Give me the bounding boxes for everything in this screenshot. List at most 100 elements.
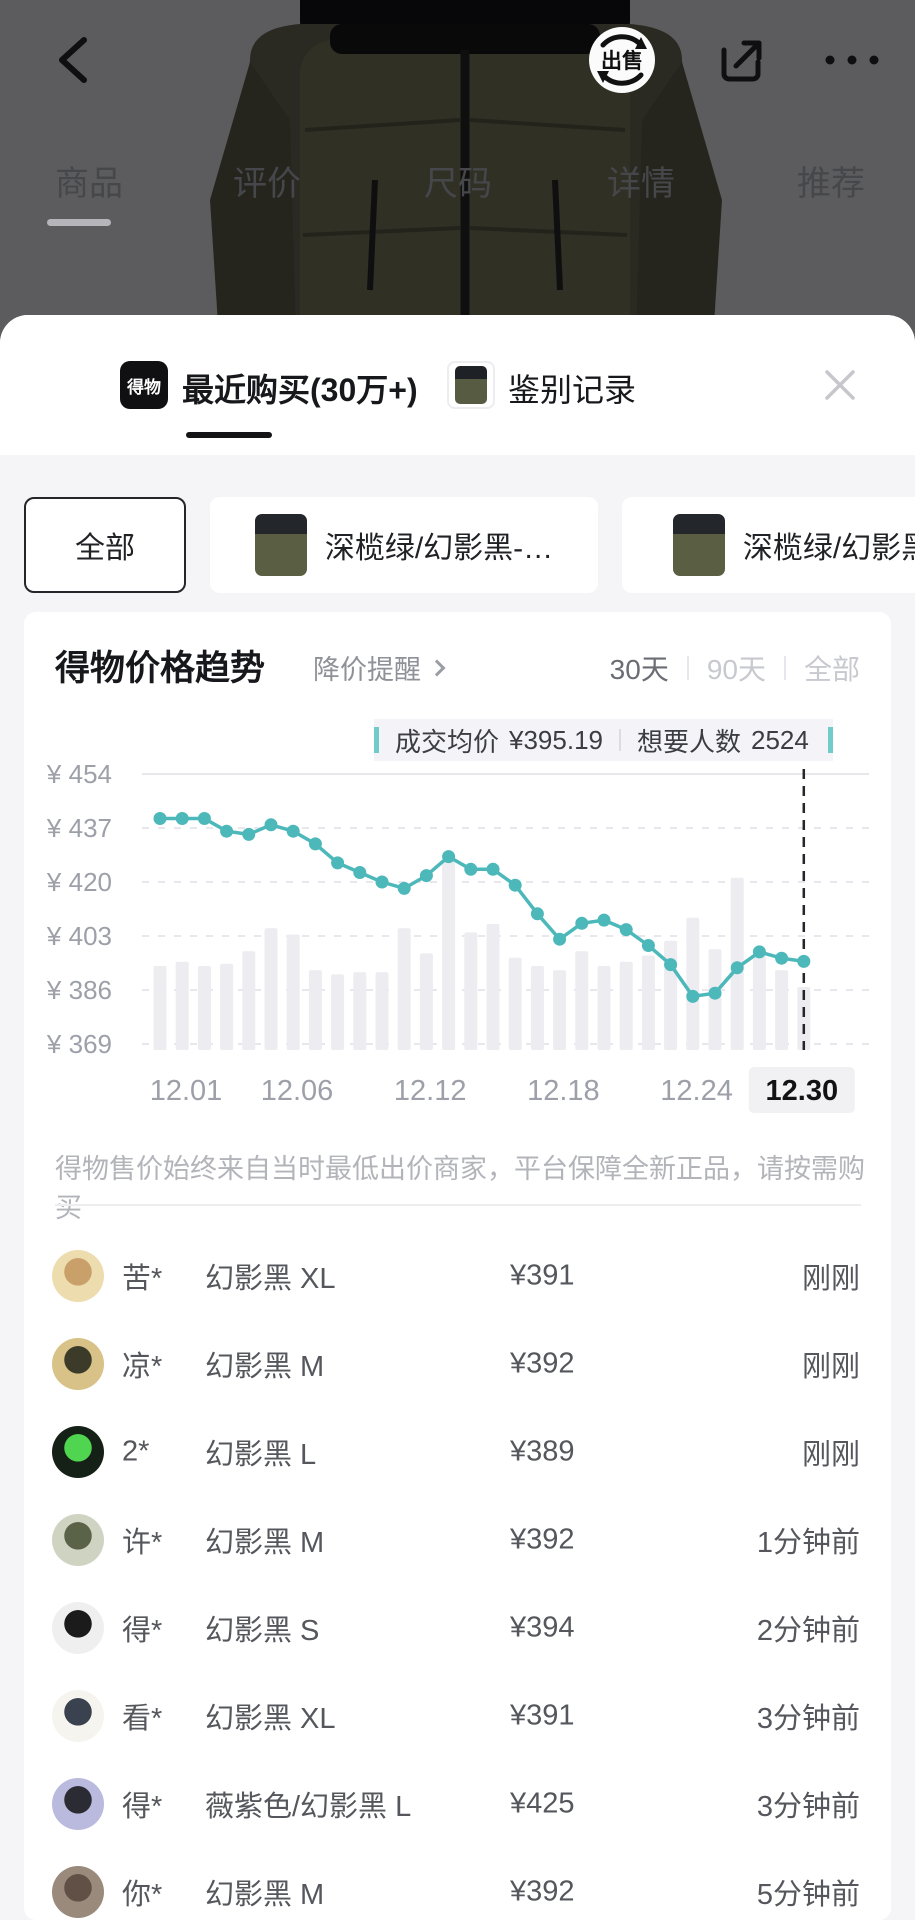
purchase-spec: 幻影黑 XL xyxy=(205,1263,336,1295)
svg-text:12.06: 12.06 xyxy=(261,1075,334,1107)
price-trend-chart[interactable]: ¥ 454 ¥ 437 ¥ 420 ¥ 403 ¥ 386 ¥ 369 12.01 12.06… xyxy=(24,747,891,1127)
sell-button[interactable]: 出售 xyxy=(589,27,655,93)
tab-details[interactable]: 详情 xyxy=(607,165,675,203)
circular-arrows-icon xyxy=(597,34,647,86)
chevron-right-icon xyxy=(428,659,446,676)
purchase-spec: 幻影黑 M xyxy=(205,1879,325,1911)
auth-record-icon xyxy=(447,361,495,409)
svg-text:¥ 403: ¥ 403 xyxy=(46,921,112,951)
divider xyxy=(686,656,689,680)
share-icon[interactable] xyxy=(716,36,766,86)
purchase-row[interactable]: 苦* 幻影黑 XL ¥391 刚刚 xyxy=(24,1232,891,1320)
svg-text:¥ 369: ¥ 369 xyxy=(46,1029,112,1059)
tab-authentication-records[interactable]: 鉴别记录 xyxy=(508,372,637,408)
buyer-name: 苦* xyxy=(122,1263,163,1295)
tab-recent-purchases[interactable]: 最近购买(30万+) xyxy=(182,372,418,408)
purchase-row[interactable]: 得* 幻影黑 S ¥394 2分钟前 xyxy=(24,1584,891,1672)
avatar xyxy=(52,1866,104,1918)
purchase-spec: 幻影黑 M xyxy=(205,1351,325,1383)
svg-text:¥ 437: ¥ 437 xyxy=(46,813,112,843)
sku-filter-row: 全部 深榄绿/幻影黑-… 深榄绿/幻影黑 xyxy=(24,497,915,593)
purchase-spec: 薇紫色/幻影黑 L xyxy=(205,1791,412,1823)
avatar xyxy=(52,1426,104,1478)
dewu-logo: 得物 xyxy=(120,361,168,409)
purchase-row[interactable]: 2* 幻影黑 L ¥389 刚刚 xyxy=(24,1408,891,1496)
avatar xyxy=(52,1690,104,1742)
purchase-price: ¥392 xyxy=(510,1347,575,1380)
buyer-name: 凉* xyxy=(122,1351,163,1383)
filter-chip-colorway-2[interactable]: 深榄绿/幻影黑 xyxy=(622,497,915,593)
price-trend-title: 得物价格趋势 xyxy=(55,649,266,688)
disclaimer-text: 得物售价始终来自当时最低出价商家，平台保障全新正品，请按需购买 xyxy=(55,1154,865,1223)
purchase-spec: 幻影黑 XL xyxy=(205,1703,336,1735)
legend-marker xyxy=(828,727,833,753)
purchase-list: 苦* 幻影黑 XL ¥391 刚刚 凉* 幻影黑 M ¥392 刚刚 2* 幻影… xyxy=(24,1232,891,1920)
svg-text:¥ 386: ¥ 386 xyxy=(46,975,112,1005)
purchase-row[interactable]: 看* 幻影黑 XL ¥391 3分钟前 xyxy=(24,1672,891,1760)
avg-price-label: 成交均价 xyxy=(395,726,500,757)
range-all[interactable]: 全部 xyxy=(803,654,860,685)
filter-chip-all[interactable]: 全部 xyxy=(24,497,186,593)
purchase-time: 刚刚 xyxy=(801,1263,860,1295)
svg-text:12.18: 12.18 xyxy=(527,1075,600,1107)
avg-price-value: ¥395.19 xyxy=(509,724,603,755)
svg-text:¥ 454: ¥ 454 xyxy=(46,759,112,789)
svg-text:12.01: 12.01 xyxy=(150,1075,223,1107)
purchase-time: 1分钟前 xyxy=(756,1527,860,1559)
sell-badge-label: 出售 xyxy=(601,50,643,73)
close-icon[interactable] xyxy=(820,365,860,405)
divider xyxy=(619,729,621,751)
svg-text:12.12: 12.12 xyxy=(394,1075,467,1107)
want-count-value: 2524 xyxy=(751,724,809,755)
avatar xyxy=(52,1778,104,1830)
back-icon[interactable] xyxy=(50,34,98,86)
buyer-name: 看* xyxy=(122,1703,163,1735)
tab-product[interactable]: 商品 xyxy=(55,165,123,203)
tab-size[interactable]: 尺码 xyxy=(424,165,492,203)
purchase-row[interactable]: 凉* 幻影黑 M ¥392 刚刚 xyxy=(24,1320,891,1408)
svg-text:12.24: 12.24 xyxy=(660,1075,733,1107)
purchase-row[interactable]: 你* 幻影黑 M ¥392 5分钟前 xyxy=(24,1848,891,1920)
divider xyxy=(55,1204,861,1206)
avatar xyxy=(52,1338,104,1390)
svg-text:12.30: 12.30 xyxy=(766,1075,839,1107)
buyer-name: 你* xyxy=(122,1879,163,1911)
divider xyxy=(783,656,786,680)
time-range-selector: 30天 90天 全部 xyxy=(610,648,860,688)
avatar xyxy=(52,1250,104,1302)
svg-text:¥ 420: ¥ 420 xyxy=(46,867,112,897)
buyer-name: 得* xyxy=(122,1615,163,1647)
sheet-active-tab-indicator xyxy=(186,432,272,438)
purchase-price: ¥392 xyxy=(510,1523,575,1556)
price-drop-alert-link[interactable]: 降价提醒 xyxy=(313,648,446,687)
purchase-time: 刚刚 xyxy=(801,1439,860,1471)
price-trend-card: 得物价格趋势 降价提醒 30天 90天 全部 成交均价 ¥395.19 想要人数… xyxy=(24,612,891,1920)
buyer-name: 2* xyxy=(122,1435,150,1468)
legend-marker xyxy=(374,727,379,753)
range-90d[interactable]: 90天 xyxy=(706,654,766,685)
avatar xyxy=(52,1514,104,1566)
purchase-spec: 幻影黑 L xyxy=(205,1439,317,1471)
purchase-time: 刚刚 xyxy=(801,1351,860,1383)
chart-tooltip: 成交均价 ¥395.19 想要人数 2524 xyxy=(374,719,833,761)
purchase-spec: 幻影黑 S xyxy=(205,1615,320,1647)
tab-recommend[interactable]: 推荐 xyxy=(797,165,865,203)
recent-purchases-sheet: 得物 最近购买(30万+) 鉴别记录 全部 深榄绿/幻影黑-… 深 xyxy=(0,315,915,1920)
purchase-price: ¥389 xyxy=(510,1435,575,1468)
purchase-row[interactable]: 得* 薇紫色/幻影黑 L ¥425 3分钟前 xyxy=(24,1760,891,1848)
purchase-price: ¥392 xyxy=(510,1875,575,1908)
range-30d[interactable]: 30天 xyxy=(609,654,669,685)
purchase-row[interactable]: 许* 幻影黑 M ¥392 1分钟前 xyxy=(24,1496,891,1584)
want-count-label: 想要人数 xyxy=(637,726,742,757)
jacket-thumbnail-icon xyxy=(254,514,307,576)
buyer-name: 许* xyxy=(122,1527,163,1559)
purchase-price: ¥391 xyxy=(510,1259,575,1292)
sheet-header: 得物 最近购买(30万+) 鉴别记录 xyxy=(0,315,915,455)
filter-chip-label: 深榄绿/幻影黑 xyxy=(742,532,915,565)
filter-chip-label: 深榄绿/幻影黑-… xyxy=(324,532,554,565)
avatar xyxy=(52,1602,104,1654)
more-icon[interactable] xyxy=(822,48,882,72)
price-drop-alert-label: 降价提醒 xyxy=(313,655,421,685)
tab-reviews[interactable]: 评价 xyxy=(233,165,301,203)
filter-chip-colorway-1[interactable]: 深榄绿/幻影黑-… xyxy=(210,497,598,593)
